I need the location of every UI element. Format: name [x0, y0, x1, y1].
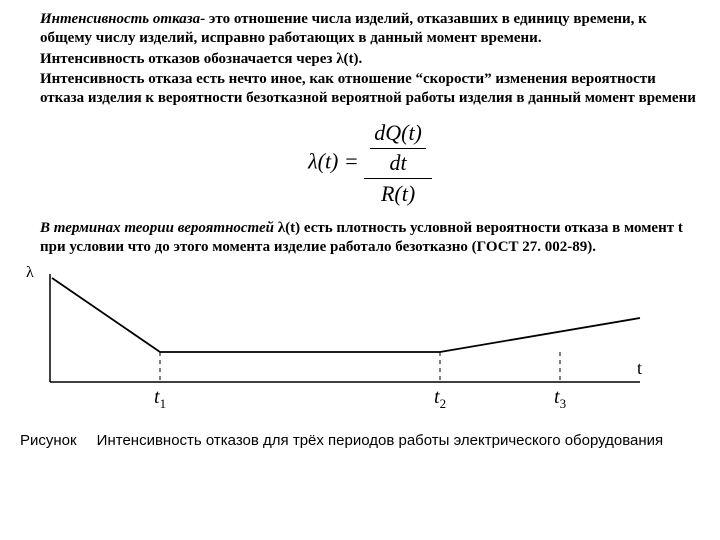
formula-lhs: λ(t) =: [308, 148, 364, 173]
formula-fraction: dQ(t) dt R(t): [364, 120, 432, 207]
paragraph-1: Интенсивность отказа- это отношение числ…: [40, 10, 700, 48]
paragraph-3: Интенсивность отказа есть нечто иное, ка…: [40, 70, 700, 108]
paragraph-2: Интенсивность отказов обозначается через…: [40, 50, 700, 69]
figure-caption: Рисунок Интенсивность отказов для трёх п…: [20, 432, 700, 449]
caption-text: Интенсивность отказов для трёх периодов …: [97, 432, 664, 449]
tick-label: t1: [154, 386, 166, 412]
formula-outer-den: R(t): [364, 178, 432, 207]
p4-lead: В терминах теории вероятностей: [40, 220, 274, 236]
caption-fig: Рисунок: [20, 432, 80, 449]
term-intensity: Интенсивность отказа: [40, 11, 200, 27]
formula-inner-den: dt: [370, 149, 426, 176]
bathtub-chart: λ t t1t2t3: [20, 262, 660, 422]
formula-inner-num: dQ(t): [370, 120, 426, 149]
tick-label: t3: [554, 386, 566, 412]
formula-lambda: λ(t) = dQ(t) dt R(t): [40, 120, 700, 207]
tick-label: t2: [434, 386, 446, 412]
x-axis-label: t: [637, 358, 642, 379]
paragraph-4: В терминах теории вероятностей λ(t) есть…: [40, 219, 700, 257]
